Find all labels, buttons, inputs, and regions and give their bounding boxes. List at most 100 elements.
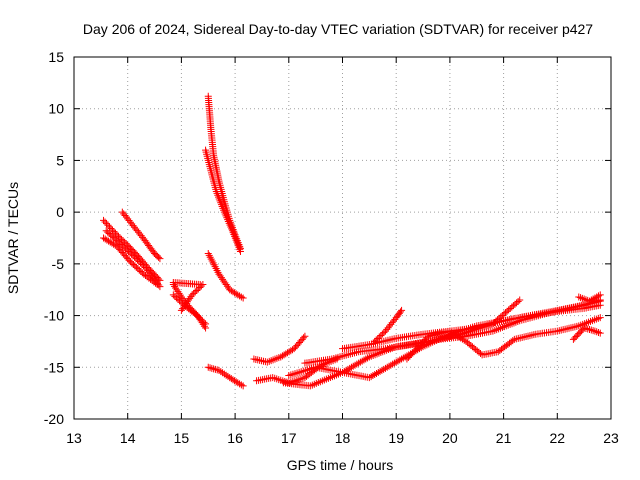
data-point (213, 366, 221, 374)
data-point (196, 283, 204, 291)
series-arc-8 (177, 281, 207, 314)
data-point (347, 363, 355, 371)
x-tick-label: 15 (174, 430, 190, 446)
data-point (101, 218, 109, 226)
data-point (156, 255, 164, 263)
data-point (135, 258, 143, 266)
data-point (239, 294, 247, 302)
data-point (371, 371, 379, 379)
x-tick-label: 19 (388, 430, 404, 446)
data-point (381, 364, 389, 372)
data-point (190, 289, 198, 297)
data-point (580, 295, 588, 303)
x-tick-label: 16 (227, 430, 243, 446)
data-point (594, 328, 602, 336)
data-point (122, 240, 130, 248)
data-point (138, 261, 146, 269)
data-point (175, 297, 183, 305)
data-point (373, 369, 381, 377)
data-point (596, 314, 604, 322)
data-point (584, 325, 592, 333)
data-point (453, 332, 461, 340)
data-point (128, 250, 136, 258)
data-point (129, 252, 137, 260)
series-arc-21 (569, 324, 604, 343)
data-point (104, 221, 112, 229)
data-point (407, 350, 415, 358)
data-point (594, 292, 602, 300)
x-tick-label: 17 (281, 430, 297, 446)
data-point (353, 360, 361, 368)
data-point (380, 329, 388, 337)
x-tick-label: 21 (496, 430, 512, 446)
data-point (458, 335, 466, 343)
data-point (394, 357, 402, 365)
data-point (410, 347, 418, 355)
data-point (403, 355, 411, 363)
series-arc-22 (575, 291, 604, 305)
data-point (587, 296, 595, 304)
data-point (387, 361, 395, 369)
series-arc-3 (100, 234, 161, 289)
data-point (177, 298, 185, 306)
data-point (100, 216, 108, 224)
data-point (210, 365, 218, 373)
data-point (477, 350, 485, 358)
data-point (389, 360, 397, 368)
data-point (215, 366, 223, 374)
y-tick-label: -5 (52, 256, 65, 272)
data-point (175, 289, 183, 297)
data-point (131, 253, 139, 261)
data-point (174, 295, 182, 303)
data-point (582, 325, 590, 332)
data-point (134, 256, 142, 264)
data-point (420, 337, 428, 345)
data-point (419, 338, 427, 346)
y-tick-label: -15 (44, 359, 64, 375)
data-point (153, 281, 161, 289)
series-arc-4 (118, 208, 164, 263)
data-point (140, 262, 148, 270)
y-tick-label: -20 (44, 411, 64, 427)
data-point (237, 381, 245, 389)
data-point (414, 343, 422, 351)
series-arc-12 (204, 363, 247, 390)
data-point (589, 327, 597, 335)
data-point (385, 362, 393, 370)
data-point (378, 330, 386, 338)
data-point (375, 333, 383, 341)
data-point (580, 324, 588, 332)
data-point (170, 282, 178, 290)
data-point (593, 328, 601, 336)
data-point (169, 291, 177, 299)
data-point (364, 354, 372, 362)
data-point (392, 358, 400, 366)
data-point (422, 335, 430, 343)
grid (74, 57, 611, 419)
x-axis-label: GPS time / hours (287, 457, 394, 473)
data-point (586, 297, 594, 305)
x-tick-label: 18 (335, 430, 351, 446)
data-point (137, 259, 145, 267)
data-point (591, 294, 599, 302)
data-point (376, 367, 384, 375)
data-point (596, 291, 604, 299)
data-point (191, 288, 199, 296)
data-point (197, 282, 205, 290)
data-point (396, 308, 404, 316)
series-arc-2 (102, 227, 164, 291)
data-point (132, 255, 140, 263)
data-point (416, 341, 424, 349)
x-tick-label: 13 (66, 430, 82, 446)
data-point (204, 363, 212, 371)
data-point (390, 359, 398, 367)
data-point (451, 331, 459, 339)
data-point (380, 365, 388, 373)
series-arc-10 (202, 146, 244, 255)
data-point (586, 326, 594, 334)
data-point (188, 291, 196, 299)
data-point (173, 286, 181, 294)
data-point (378, 366, 386, 374)
data-point (194, 312, 202, 320)
